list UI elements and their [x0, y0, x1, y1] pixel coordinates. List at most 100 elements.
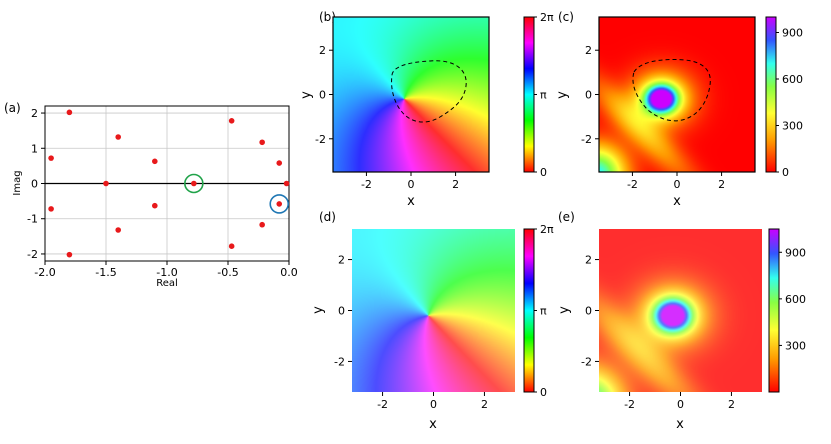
panel-c-amplitude-map: -2 0 2 2 0 -2 x y 900 600 300 0 [555, 16, 803, 209]
panel-label-e: (e) [558, 210, 575, 224]
panel-label-b: (b) [319, 10, 336, 24]
panel-d-colorbar [523, 228, 535, 393]
panel-b-contour [391, 60, 467, 123]
panel-b-phase-map: -2 0 2 2 0 -2 x y 2π π 0 [299, 11, 554, 209]
eigenvalue-point [259, 221, 265, 228]
panel-c-xtick-label: -2 [627, 178, 638, 191]
panel-d-xtick-label: -2 [377, 398, 388, 411]
panel-d-cbar-tick-label: 2π [540, 223, 554, 236]
panel-c-ticks: -2 0 2 2 0 -2 [581, 44, 725, 191]
panel-c-colorbar-ticks: 900 600 300 0 [776, 27, 803, 179]
panel-b-cbar-tick-label: 2π [540, 11, 554, 24]
eigenvalue-point [48, 206, 54, 212]
eigenvalue-point [48, 155, 54, 161]
panel-b-xtick-label: -2 [361, 178, 372, 191]
panel-c-image [599, 17, 755, 172]
panel-d-ytick-label: 2 [338, 254, 345, 267]
panel-e-ytick-label: 0 [585, 305, 592, 318]
panel-e-xtick-label: 0 [677, 398, 684, 411]
panel-a-ytick-label: 2 [31, 107, 38, 120]
panel-e-xlabel: x [676, 417, 684, 432]
panel-a-ticks: -2.0 -1.5 -1.0 -0.5 0.0 2 1 0 -1 -2 [27, 107, 298, 279]
panel-e-ytick-label: -2 [581, 355, 592, 368]
panel-d-cbar-tick-label: π [540, 304, 547, 317]
panel-c-contour [632, 59, 711, 122]
panel-b-colorbar-ticks: 2π π 0 [534, 11, 554, 179]
panel-d-xtick-label: 2 [481, 398, 488, 411]
panel-c-cbar-tick-label: 900 [782, 27, 803, 40]
panel-a-ytick-label: -1 [27, 213, 38, 226]
panel-e-cbar-tick-label: 300 [785, 339, 806, 352]
panel-e-colorbar-ticks: 900 600 300 [779, 246, 806, 352]
panel-d-colorbar-ticks: 2π π 0 [534, 223, 554, 399]
panel-c-ytick-label: 0 [585, 89, 592, 102]
panel-a-ylabel: Imag [12, 170, 23, 195]
eigenvalue-point [152, 158, 158, 165]
panel-b-ytick-label: 0 [319, 89, 326, 102]
panel-b-xtick-label: 2 [452, 178, 459, 191]
panel-e-xtick-label: -2 [624, 398, 635, 411]
panel-a-xtick-label: 0.0 [280, 266, 298, 279]
panel-a-ytick-label: 1 [31, 142, 38, 155]
panel-c-colorbar [765, 16, 777, 173]
panel-c-xlabel: x [673, 194, 681, 209]
panel-b-cbar-tick-label: 0 [540, 166, 547, 179]
eigenvalue-point [228, 117, 235, 124]
panel-e-ylabel: y [557, 306, 572, 314]
eigenvalue-point [115, 134, 121, 140]
eigenvalue-point [283, 180, 290, 187]
panel-d-ylabel: y [311, 306, 326, 314]
panel-a-xtick-label: -2.0 [34, 266, 55, 279]
eigenvalue-point [115, 227, 121, 233]
highlight-circle [184, 173, 204, 194]
panel-e-ytick-label: 2 [585, 254, 592, 267]
panel-e-colorbar [768, 228, 780, 393]
panel-e-amplitude-map: -2 0 2 2 0 -2 x y 900 600 300 [557, 228, 806, 432]
panel-e-xtick-label: 2 [728, 398, 735, 411]
panel-e-cbar-tick-label: 600 [785, 293, 806, 306]
eigenvalue-point [259, 139, 265, 146]
panel-b-ticks: -2 0 2 2 0 -2 [315, 44, 459, 191]
eigenvalue-point [66, 109, 73, 116]
panel-b-ylabel: y [299, 91, 314, 99]
panel-e-cbar-tick-label: 900 [785, 246, 806, 259]
panel-c-xtick-label: 2 [718, 178, 725, 191]
panel-c-cbar-tick-label: 300 [782, 120, 803, 133]
panel-a-xtick-label: -0.5 [217, 266, 238, 279]
panel-a-xlabel: Real [156, 278, 178, 289]
panel-d-cbar-tick-label: 0 [540, 386, 547, 399]
panel-c-cbar-tick-label: 0 [782, 166, 789, 179]
panel-b-colorbar [523, 16, 535, 173]
panel-a-ytick-label: -2 [27, 248, 38, 261]
panel-d-phase-map: -2 0 2 2 0 -2 x y 2π π 0 [311, 223, 554, 432]
panel-e-ticks: -2 0 2 2 0 -2 [581, 254, 735, 411]
panel-a-grid [44, 106, 290, 261]
panel-a-ytick-label: 0 [31, 178, 38, 191]
panel-d-ytick-label: -2 [334, 355, 345, 368]
panel-b-xlabel: x [407, 194, 415, 209]
panel-a-eigenvalue-plot: -2.0 -1.5 -1.0 -0.5 0.0 2 1 0 -1 -2 Real Imag [12, 105, 298, 289]
panel-c-ylabel: y [555, 91, 570, 99]
panel-c-cbar-tick-label: 600 [782, 73, 803, 86]
highlight-circle [269, 194, 290, 214]
panel-c-ytick-label: 2 [585, 44, 592, 57]
eigenvalue-point [66, 251, 73, 258]
panel-d-xtick-label: 0 [430, 398, 437, 411]
eigenvalue-point [191, 180, 197, 187]
panel-c-xtick-label: 0 [674, 178, 681, 191]
panel-b-ytick-label: -2 [315, 133, 326, 146]
panel-d-ticks: -2 0 2 2 0 -2 [334, 254, 488, 411]
panel-b-xtick-label: 0 [408, 178, 415, 191]
eigenvalue-point [276, 201, 283, 207]
panel-a-xtick-label: -1.5 [95, 266, 116, 279]
panel-b-image [333, 17, 489, 172]
panel-a-xtick-label: -1.0 [156, 266, 177, 279]
panel-d-xlabel: x [429, 417, 437, 432]
eigenvalue-point [276, 160, 283, 166]
panel-d-ytick-label: 0 [338, 305, 345, 318]
panel-d-image [352, 229, 515, 392]
panel-a-points [48, 109, 290, 258]
eigenvalue-point [103, 180, 109, 187]
